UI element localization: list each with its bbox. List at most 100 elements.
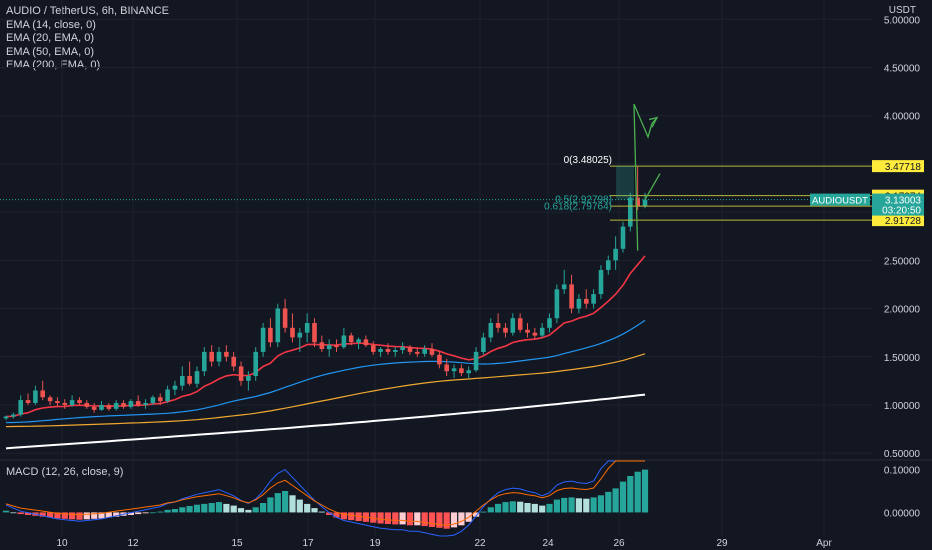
macd-line — [5, 460, 645, 537]
macd-bar — [186, 506, 193, 513]
ema20-legend[interactable]: EMA (20, EMA, 0) — [6, 32, 95, 44]
candle-body — [356, 339, 361, 343]
candle-body — [348, 335, 354, 343]
candle-body — [341, 335, 347, 348]
macd-bar — [223, 503, 230, 513]
macd-bar — [39, 512, 46, 517]
candle-body — [55, 401, 60, 403]
candle-body — [554, 289, 560, 319]
macd-bar — [47, 512, 54, 518]
candle-body — [481, 337, 486, 352]
y-tick-label: 1.00000 — [884, 401, 921, 412]
macd-bar — [98, 512, 105, 519]
candle-body — [25, 400, 31, 403]
candle-body — [598, 270, 604, 295]
x-tick-label: Apr — [816, 538, 832, 549]
candle-body — [334, 345, 339, 348]
candle-body — [84, 403, 90, 407]
price-tag-label: 3.47718 — [885, 162, 922, 173]
macd-bar — [641, 469, 649, 513]
candle-body — [466, 370, 471, 374]
x-tick-label: 24 — [542, 538, 554, 549]
x-tick-label: 26 — [613, 538, 625, 549]
candle-body — [224, 351, 229, 357]
candle-body — [216, 351, 222, 362]
last-price-label: 3.13003 — [885, 196, 922, 207]
ema50-legend[interactable]: EMA (50, EMA, 0) — [6, 45, 95, 58]
macd-bar — [443, 512, 450, 529]
macd-bar — [406, 512, 414, 526]
macd-bar — [193, 504, 201, 513]
macd-bar — [282, 491, 289, 513]
candle-body — [260, 327, 266, 352]
candle-body — [393, 350, 398, 352]
candle-body — [620, 226, 626, 249]
candle-body — [172, 385, 178, 390]
macd-bar — [428, 512, 436, 527]
macd-bar — [127, 512, 134, 515]
macd-bar — [171, 509, 178, 513]
signal-line — [5, 460, 645, 527]
macd-bar — [531, 503, 538, 513]
candle-body — [246, 376, 251, 381]
macd-bar — [215, 502, 223, 513]
macd-bar — [517, 501, 524, 513]
fib-zone — [616, 165, 634, 200]
macd-bar — [135, 512, 142, 515]
macd-bar — [311, 508, 318, 513]
candle-body — [326, 345, 332, 350]
y-tick-label: 5.00000 — [884, 15, 921, 26]
macd-bar — [605, 491, 612, 513]
candle-body — [69, 400, 75, 405]
candle-body — [202, 351, 207, 372]
countdown-label: 03:20:50 — [882, 206, 921, 217]
candle-body — [429, 349, 435, 355]
candle-body — [371, 345, 376, 352]
candle-body — [99, 405, 104, 410]
macd-legend[interactable]: MACD (12, 26, close, 9) — [6, 466, 124, 478]
macd-bar — [627, 476, 634, 513]
candle-body — [268, 327, 273, 343]
ema50-line — [5, 353, 646, 428]
candle-body — [91, 406, 97, 410]
macd-bar — [421, 512, 428, 527]
candle-body — [187, 376, 192, 384]
macd-bar — [267, 497, 274, 513]
candle-body — [319, 342, 325, 349]
candle-body — [3, 416, 9, 419]
symbol-title[interactable]: AUDIO / TetherUS, 6h, BINANCE — [6, 5, 170, 17]
candle-body — [143, 403, 148, 405]
ema14-line — [5, 255, 646, 418]
macd-bar — [105, 512, 112, 518]
candle-body — [488, 323, 494, 338]
macd-bar — [480, 511, 487, 513]
macd-bar — [377, 512, 384, 524]
ema200-legend[interactable]: EMA (200, EMA, 0) — [6, 59, 101, 71]
x-tick-label: 29 — [716, 538, 728, 549]
macd-bar — [370, 512, 377, 523]
y-tick-label: 2.50000 — [884, 256, 921, 267]
macd-bar — [289, 495, 296, 513]
last-price-tag — [872, 193, 924, 216]
macd-bar — [568, 497, 575, 513]
macd-bar — [326, 512, 333, 515]
macd-bar — [590, 497, 597, 513]
candle-body — [510, 318, 516, 333]
price-tag — [872, 214, 924, 227]
macd-bar — [208, 503, 215, 513]
macd-bar — [495, 503, 502, 513]
candle-body — [517, 318, 523, 330]
candle-body — [415, 351, 420, 354]
macd-bar — [76, 512, 83, 520]
candle-body — [584, 298, 589, 304]
macd-bar — [384, 512, 391, 524]
candle-body — [642, 199, 648, 207]
ema14-legend[interactable]: EMA (14, close, 0) — [6, 18, 96, 31]
x-tick-label: 15 — [231, 538, 243, 549]
macd-bar — [340, 512, 347, 520]
candle-body — [275, 308, 281, 343]
candle-body — [113, 403, 119, 409]
macd-bar — [399, 512, 406, 525]
fib-label-0618: 0.618(2.79764) — [544, 201, 612, 212]
